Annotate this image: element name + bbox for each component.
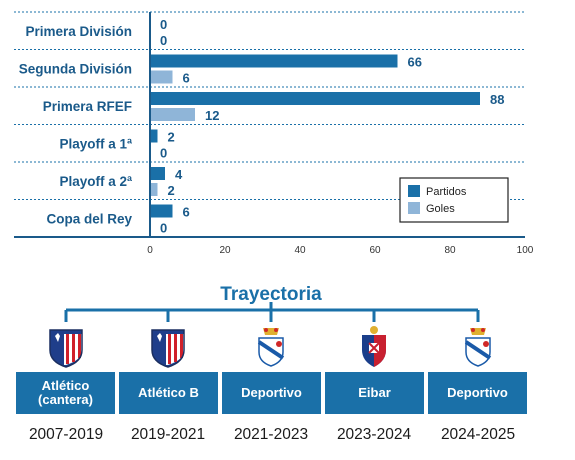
category-label: Segunda División — [19, 61, 132, 76]
legend-label-partidos: Partidos — [426, 186, 467, 198]
trajectory-title: Trayectoria — [220, 284, 322, 305]
value-label-goles: 12 — [205, 108, 219, 123]
bar-goles — [150, 108, 195, 121]
club-box-eibar: Eibar — [325, 372, 424, 414]
x-tick-label: 20 — [219, 245, 231, 256]
category-label: Playoff a 1ª — [59, 136, 132, 151]
club-box-deportivo-2: Deportivo — [428, 372, 527, 414]
atletico-madrid-crest-icon — [49, 329, 83, 368]
bar-partidos — [150, 92, 480, 105]
bar-partidos — [150, 204, 173, 218]
x-tick-label: 40 — [294, 245, 306, 256]
x-tick-label: 0 — [147, 245, 153, 256]
value-label-partidos: 6 — [183, 205, 190, 220]
value-label-partidos: 4 — [175, 167, 183, 182]
value-label-goles: 2 — [168, 183, 175, 198]
legend-label-goles: Goles — [426, 203, 455, 215]
value-label-goles: 0 — [160, 33, 167, 48]
chart-x-axis: 0 20 40 60 80 100 — [14, 12, 534, 256]
years-label: 2007-2019 — [28, 426, 104, 443]
bar-partidos — [150, 167, 165, 180]
legend-swatch-goles — [408, 202, 420, 214]
bar-chart: Primera División Segunda División Primera … — [14, 11, 534, 256]
club-box-atletico-b: Atlético B — [119, 372, 218, 414]
x-tick-label: 100 — [517, 245, 534, 256]
bar-partidos — [150, 54, 398, 68]
eibar-crest-icon — [362, 326, 386, 367]
years-label: 2021-2023 — [233, 426, 309, 443]
years-label: 2019-2021 — [130, 426, 206, 443]
chart-category-labels: Primera División Segunda División Primera … — [19, 24, 133, 227]
deportivo-crest-icon — [257, 328, 285, 367]
value-label-partidos: 0 — [160, 17, 167, 32]
value-label-partidos: 2 — [168, 130, 175, 145]
category-label: Copa del Rey — [46, 211, 132, 226]
club-box-deportivo-1: Deportivo — [222, 372, 321, 414]
deportivo-crest-icon — [464, 328, 492, 367]
category-label: Primera División — [25, 24, 132, 39]
value-label-partidos: 88 — [490, 92, 504, 107]
years-label: 2024-2025 — [440, 426, 516, 443]
x-tick-label: 80 — [444, 245, 456, 256]
years-label: 2023-2024 — [336, 426, 412, 443]
x-tick-label: 60 — [369, 245, 381, 256]
bar-partidos — [150, 129, 158, 143]
trajectory-connector: Trayectoria — [64, 284, 480, 322]
club-box-atletico-cantera: Atlético (cantera) — [16, 372, 115, 414]
bar-goles — [150, 183, 158, 196]
category-label: Primera RFEF — [43, 99, 132, 114]
chart-legend: Partidos Goles — [399, 177, 509, 223]
trajectory-section: Trayectoria — [0, 280, 575, 460]
chart-bars — [150, 54, 480, 218]
bar-goles — [150, 70, 173, 84]
category-label: Playoff a 2ª — [59, 174, 132, 189]
value-label-goles: 0 — [160, 146, 167, 161]
value-label-goles: 6 — [183, 71, 190, 86]
legend-box — [399, 177, 509, 223]
value-label-goles: 0 — [160, 221, 167, 236]
value-label-partidos: 66 — [408, 55, 422, 70]
atletico-madrid-crest-icon — [151, 329, 185, 368]
legend-swatch-partidos — [408, 185, 420, 197]
